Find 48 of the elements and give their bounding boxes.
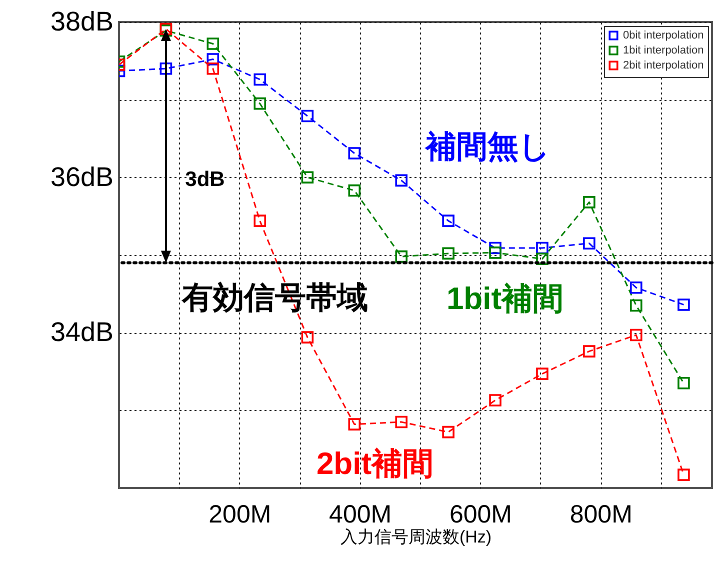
x-tick-label: 600M [449, 500, 512, 528]
annotation: 1bit補間 [446, 281, 564, 316]
point [254, 73, 266, 86]
point [301, 331, 314, 344]
point [348, 184, 361, 197]
point [206, 53, 220, 66]
point [630, 299, 642, 312]
point [489, 246, 502, 259]
annotation: 2bit補間 [316, 446, 434, 481]
x-tick-label: 200M [208, 500, 272, 528]
legend-label: 1bit interpolation [623, 44, 704, 56]
point [489, 394, 502, 406]
point [301, 110, 314, 122]
point [678, 298, 690, 311]
point [583, 345, 596, 358]
point [442, 214, 454, 227]
point [348, 147, 361, 160]
point [254, 214, 266, 227]
point [583, 237, 596, 250]
point [395, 174, 408, 187]
y-tick-label: 34dB [50, 317, 114, 348]
legend-label: 2bit interpolation [623, 60, 704, 72]
point [442, 426, 454, 438]
point [678, 377, 690, 390]
ref-line-label: 有効信号帯域 [181, 280, 368, 315]
legend-label: 0bit interpolation [623, 30, 704, 42]
y-tick-label: 38dB [50, 6, 114, 36]
annotation: 補間無し [424, 129, 550, 164]
point [160, 62, 172, 75]
point [206, 38, 220, 50]
point [206, 62, 220, 75]
point [583, 196, 596, 208]
point [301, 171, 314, 184]
point [536, 252, 548, 266]
point [678, 468, 690, 481]
point [348, 418, 361, 430]
annotation: 3dB [185, 168, 225, 191]
x-tick-label: 400M [329, 500, 392, 528]
y-tick-label: 36dB [50, 162, 114, 192]
point [630, 328, 642, 342]
x-tick-label: 800M [570, 500, 632, 528]
point [630, 281, 642, 294]
x-axis-title: 入力信号周波数(Hz) [340, 528, 492, 546]
point [395, 416, 408, 428]
point [395, 250, 408, 263]
point [442, 247, 454, 260]
point [254, 97, 266, 110]
point [536, 368, 548, 380]
